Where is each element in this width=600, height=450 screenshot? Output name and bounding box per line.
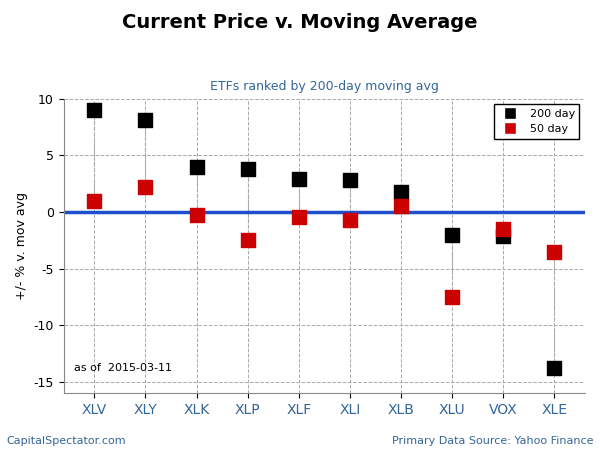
Text: as of  2015-03-11: as of 2015-03-11 xyxy=(74,363,172,373)
50 day xyxy=(396,203,406,210)
50 day xyxy=(448,293,457,301)
200 day xyxy=(499,232,508,239)
200 day xyxy=(294,176,304,183)
200 day xyxy=(448,231,457,239)
Title: ETFs ranked by 200-day moving avg: ETFs ranked by 200-day moving avg xyxy=(210,81,439,94)
50 day xyxy=(294,213,304,220)
200 day xyxy=(550,365,559,372)
50 day xyxy=(192,212,202,219)
50 day xyxy=(499,225,508,233)
50 day xyxy=(243,237,253,244)
50 day xyxy=(550,248,559,255)
200 day xyxy=(345,177,355,184)
50 day xyxy=(89,197,99,204)
50 day xyxy=(345,216,355,224)
200 day xyxy=(140,117,150,124)
Legend: 200 day, 50 day: 200 day, 50 day xyxy=(494,104,580,139)
Text: Current Price v. Moving Average: Current Price v. Moving Average xyxy=(122,14,478,32)
200 day xyxy=(243,166,253,173)
50 day xyxy=(140,184,150,191)
200 day xyxy=(396,188,406,195)
Y-axis label: +/- % v. mov avg: +/- % v. mov avg xyxy=(15,192,28,300)
200 day xyxy=(192,163,202,171)
200 day xyxy=(89,107,99,114)
Text: CapitalSpectator.com: CapitalSpectator.com xyxy=(6,436,125,446)
Text: Primary Data Source: Yahoo Finance: Primary Data Source: Yahoo Finance xyxy=(392,436,594,446)
